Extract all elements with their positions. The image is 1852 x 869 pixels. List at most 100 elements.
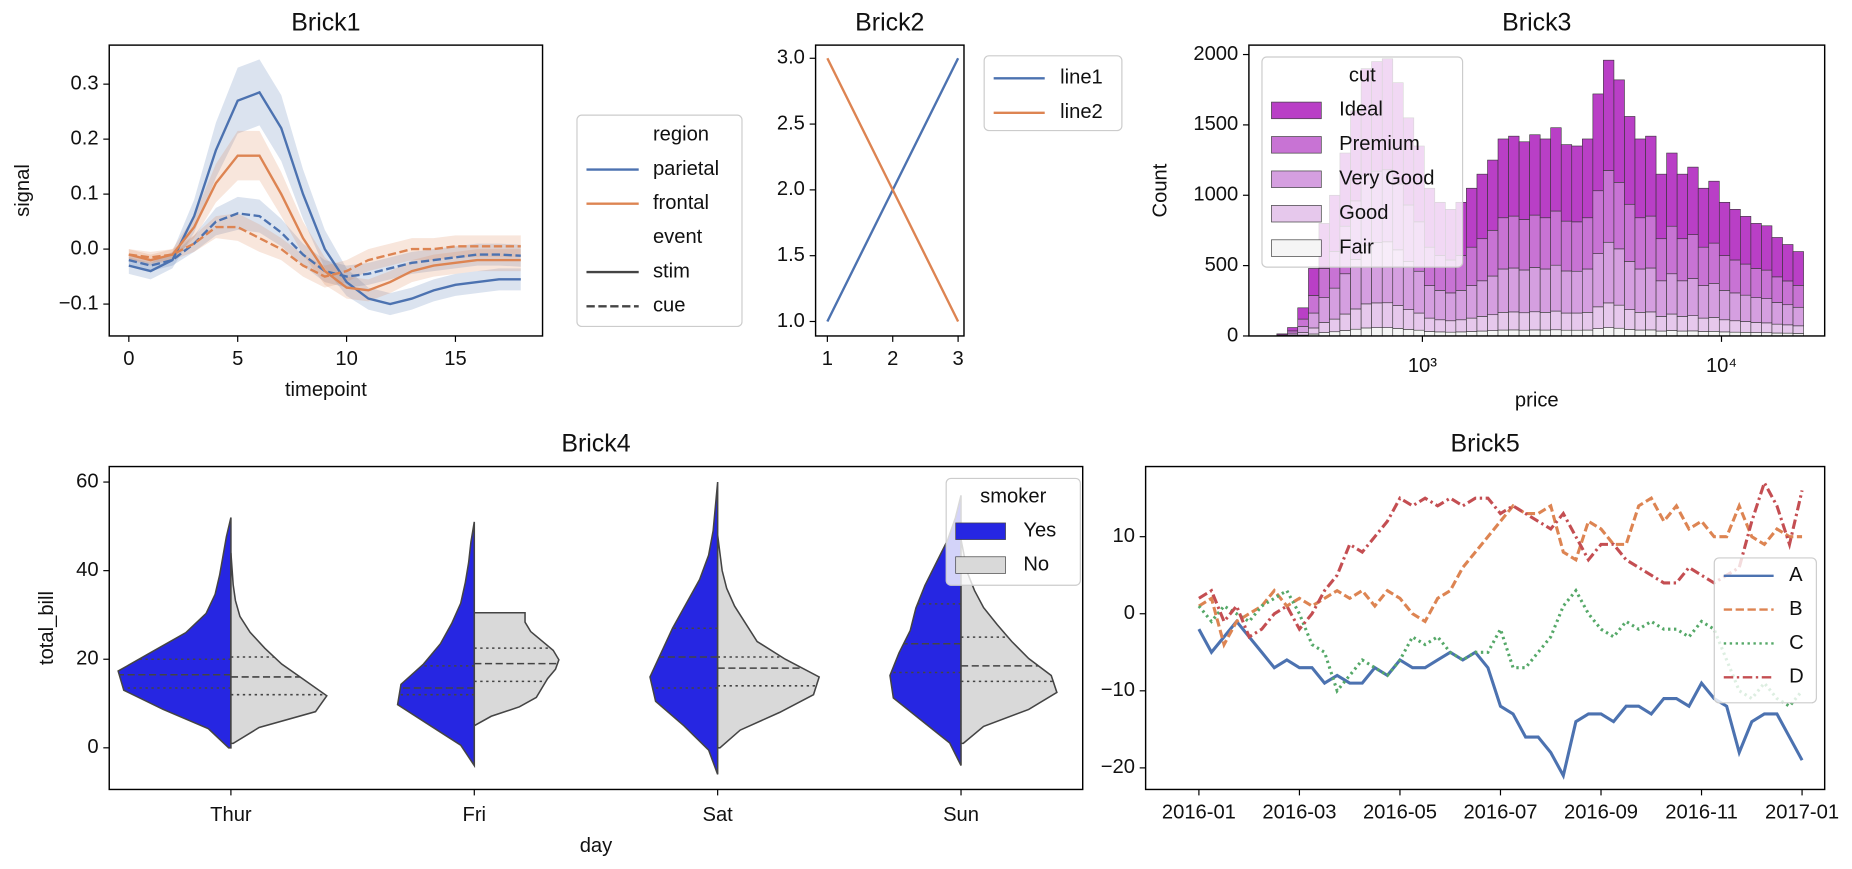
violin-half (473, 611, 560, 727)
x-tick-label: Sat (703, 804, 734, 826)
bar (1466, 246, 1478, 286)
bar (1708, 317, 1720, 332)
bar (1518, 329, 1530, 336)
bar (1360, 327, 1372, 336)
bar (1771, 302, 1783, 325)
x-tick-label: 2016-03 (1262, 802, 1336, 824)
bar (1466, 317, 1478, 332)
legend-label: D (1789, 666, 1804, 688)
y-tick-label: 2.5 (777, 112, 805, 134)
y-tick-label: 0 (1124, 602, 1135, 624)
plot-area (128, 59, 521, 316)
bar (1308, 295, 1320, 314)
line (826, 57, 960, 323)
bar (1718, 255, 1731, 291)
legend-swatch (1271, 205, 1322, 223)
legend-swatch (1271, 101, 1322, 120)
bar (1529, 134, 1541, 216)
bar (1603, 302, 1615, 328)
y-tick-label: 0.0 (71, 237, 99, 259)
violin-half (396, 521, 476, 769)
bar (1508, 135, 1520, 217)
bar (1666, 273, 1678, 315)
y-tick-label: 500 (1205, 254, 1239, 276)
bar (1560, 220, 1573, 272)
bar (1539, 138, 1551, 219)
bar (1645, 329, 1657, 336)
y-tick-label: 1.5 (777, 244, 805, 266)
legend-label: C (1789, 632, 1804, 654)
y-axis-label: signal (12, 164, 34, 217)
bar (1655, 173, 1667, 240)
x-tick-label: 1 (822, 348, 833, 370)
bar (1792, 285, 1804, 308)
bar (1308, 268, 1320, 296)
legend-title: event (653, 226, 703, 248)
legend-label: Good (1339, 202, 1388, 224)
bar (1592, 306, 1604, 329)
violin-half (716, 535, 821, 749)
x-tick-label: 5 (232, 348, 243, 370)
bar (1666, 225, 1678, 275)
bar (1676, 280, 1688, 317)
bar (1297, 332, 1309, 336)
axes-frame (108, 44, 544, 337)
bar (1624, 309, 1636, 330)
bar (1718, 201, 1731, 256)
bar (1487, 314, 1499, 331)
bar (1697, 246, 1710, 286)
bar (1729, 209, 1741, 261)
line (128, 154, 521, 292)
bar (1339, 330, 1351, 336)
bar (1708, 283, 1720, 318)
bar (1287, 330, 1299, 334)
y-tick-label: 2.0 (777, 178, 805, 200)
bar (1434, 290, 1446, 321)
legend-title: smoker (980, 486, 1046, 508)
bar (1318, 322, 1330, 333)
bar (1761, 322, 1773, 334)
bar (1571, 270, 1583, 314)
violin-half (117, 517, 232, 749)
bar (1740, 294, 1752, 322)
bar (1676, 330, 1688, 336)
x-tick-label: 10³ (1408, 355, 1437, 377)
bar (1729, 292, 1741, 322)
bar (1666, 313, 1678, 331)
legend-label: cue (653, 295, 686, 317)
bar (1424, 285, 1436, 319)
bar (1297, 326, 1309, 333)
bar (1655, 280, 1667, 317)
bar (1297, 318, 1309, 327)
bar (1518, 141, 1530, 220)
legend-box (1713, 557, 1817, 704)
legend-label: Ideal (1339, 99, 1383, 121)
x-tick-label: 2016-05 (1363, 802, 1437, 824)
bar (1634, 138, 1646, 219)
bar (1287, 327, 1299, 332)
bar (1782, 304, 1794, 326)
bar (1402, 309, 1415, 330)
bar (1550, 329, 1562, 336)
y-tick-label: −0.1 (59, 292, 99, 314)
bar (1782, 244, 1794, 282)
legend-swatch (1271, 170, 1322, 188)
bar (1455, 290, 1467, 321)
bar (1634, 312, 1646, 331)
bar (1645, 215, 1657, 269)
bar (1487, 330, 1499, 336)
bar (1413, 312, 1425, 331)
y-tick-label: 0.1 (71, 182, 99, 204)
bar (1655, 330, 1667, 336)
x-axis-label: timepoint (285, 379, 367, 401)
bar (1740, 263, 1752, 296)
bar (1508, 311, 1520, 331)
bar (1708, 242, 1720, 284)
bar (1276, 333, 1288, 336)
bar (1792, 306, 1804, 327)
bar (1687, 330, 1699, 336)
y-axis-label: total_bill (36, 591, 58, 665)
panel: 1.0 1.5 2.0 2.5 3.0 1 2 3 Brick2 line1 line2 (777, 8, 1123, 370)
bar (1750, 223, 1762, 269)
